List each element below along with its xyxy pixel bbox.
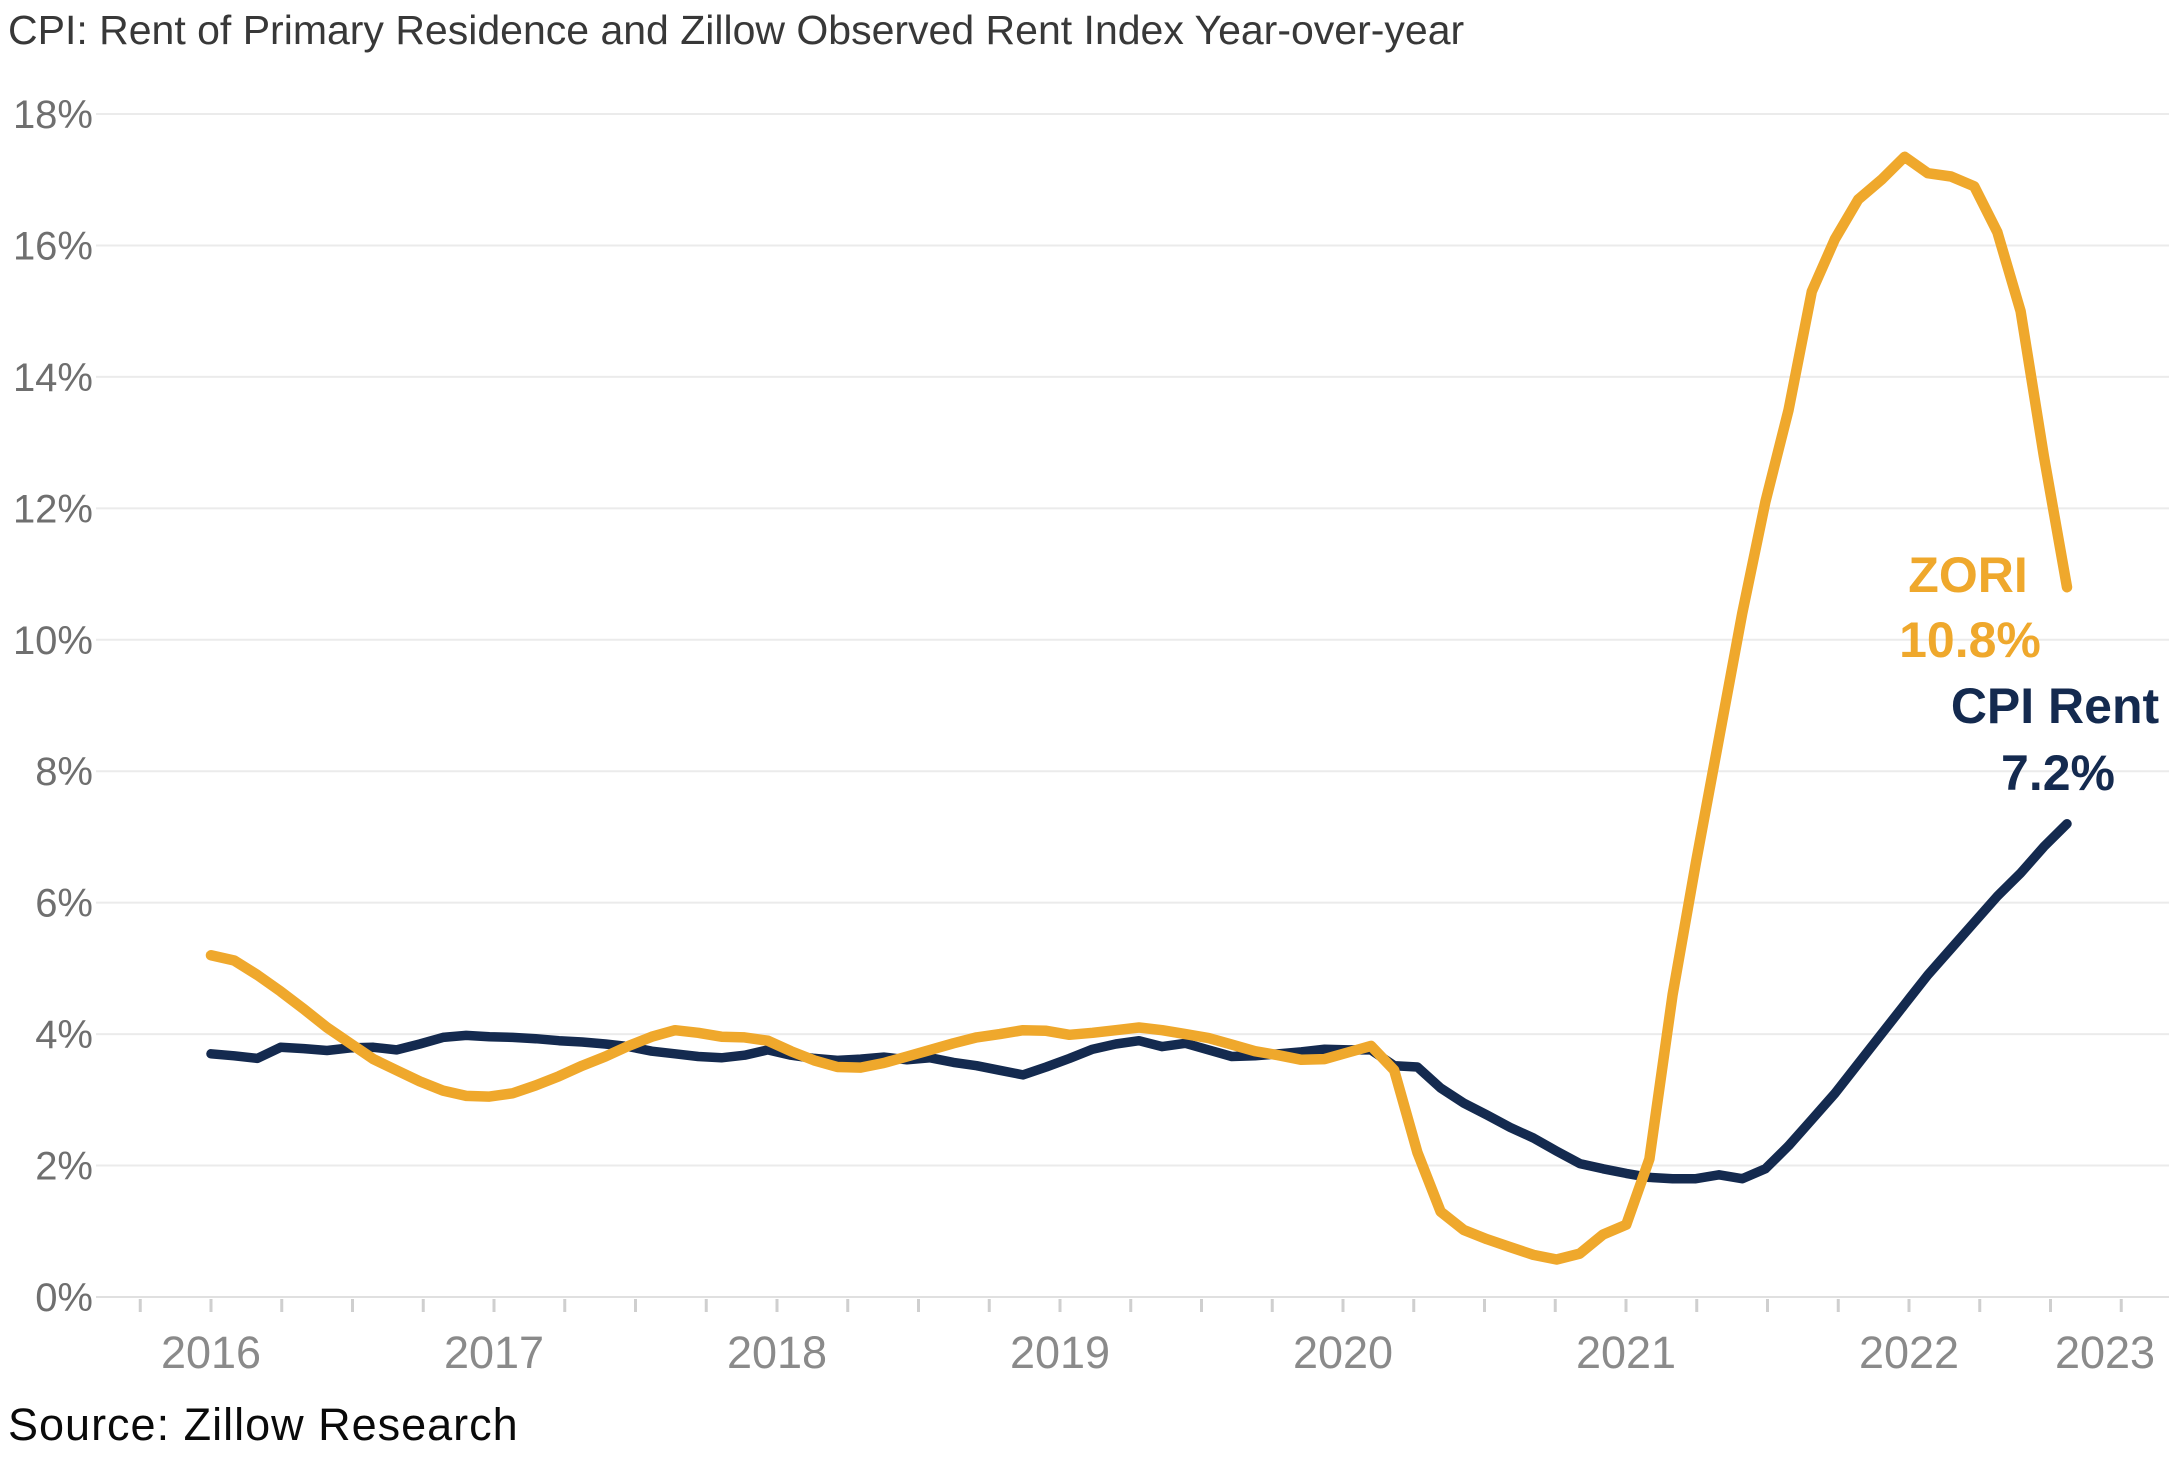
- x-axis-year-label: 2020: [1293, 1327, 1393, 1378]
- chart-title: CPI: Rent of Primary Residence and Zillo…: [8, 7, 1464, 53]
- zori-series-value: 10.8%: [1899, 612, 2041, 668]
- y-axis-tick-label: 8%: [35, 750, 93, 794]
- series-layer: [205, 151, 2073, 1265]
- y-axis-tick-label: 14%: [13, 356, 93, 400]
- cpi-rent-series-value: 7.2%: [2001, 745, 2115, 801]
- x-axis-year-label: 2018: [727, 1327, 827, 1378]
- cpi-rent-line: [206, 819, 2072, 1184]
- y-axis-tick-label: 6%: [35, 882, 93, 926]
- gridline-layer: [96, 113, 2169, 1298]
- source-attribution: Source: Zillow Research: [8, 1399, 519, 1450]
- cpi-rent-series-label: CPI Rent: [1951, 678, 2160, 734]
- x-axis-year-label: 2017: [444, 1327, 544, 1378]
- y-axis-tick-label: 4%: [35, 1013, 93, 1057]
- y-axis-tick-label: 18%: [13, 93, 93, 137]
- y-axis-tick-label: 12%: [13, 487, 93, 531]
- zori-series-label: ZORI: [1908, 547, 2027, 603]
- x-axis-labels: 2016 2017 2018 2019 2020 2021 2022 2023: [161, 1327, 2155, 1378]
- x-axis-year-label: 2023: [2055, 1327, 2155, 1378]
- zori-line: [205, 151, 2073, 1265]
- x-axis-year-label: 2022: [1859, 1327, 1959, 1378]
- y-axis-tick-label: 10%: [13, 619, 93, 663]
- x-axis-year-label: 2019: [1010, 1327, 1110, 1378]
- y-axis-tick-label: 16%: [13, 224, 93, 268]
- y-axis-tick-label: 0%: [35, 1276, 93, 1320]
- y-axis-labels: 0% 2% 4% 6% 8% 10% 12% 14% 16% 18%: [13, 93, 93, 1320]
- x-axis-year-label: 2021: [1576, 1327, 1676, 1378]
- axis-tick-layer: [138, 1299, 2123, 1312]
- x-axis-year-label: 2016: [161, 1327, 261, 1378]
- y-axis-tick-label: 2%: [35, 1145, 93, 1189]
